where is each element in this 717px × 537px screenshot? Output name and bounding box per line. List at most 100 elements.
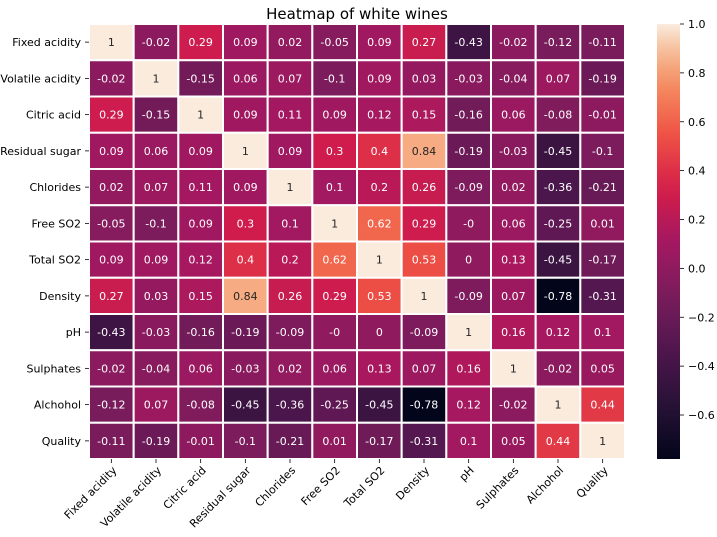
cell-value-label: 0.01	[322, 435, 347, 448]
colorbar-ticks: −0.6 −0.4 −0.2 0.0 0.2 0.4 0.6 0.8 1.0	[680, 18, 715, 422]
heatmap-cell	[88, 240, 135, 279]
cell-value-label: 0.02	[278, 362, 303, 375]
cell-value-label: -0.08	[186, 399, 214, 412]
row-label: Sulphates	[26, 362, 81, 375]
heatmap-cell	[222, 276, 269, 315]
heatmap-cell	[311, 385, 359, 424]
cell-value-label: -0.1	[235, 435, 256, 448]
heatmap-cell	[490, 131, 537, 170]
cell-value-label: 0.12	[188, 254, 213, 267]
row-label: Density	[39, 290, 81, 303]
colorbar	[657, 24, 680, 459]
cell-value-label: -0.02	[544, 362, 572, 375]
heatmap-cell	[266, 59, 314, 98]
cell-value-label: 1	[421, 290, 428, 303]
heatmap-cell	[579, 204, 626, 243]
cell-value-label: 0.3	[326, 145, 344, 158]
colorbar-tick-label: −0.2	[688, 311, 715, 324]
cell-value-label: 0.16	[501, 326, 526, 339]
cell-value-label: 0.07	[144, 399, 169, 412]
cell-value-label: 0.09	[278, 145, 303, 158]
column-label: Alchohol	[524, 464, 566, 506]
cell-value-label: -0.78	[544, 290, 572, 303]
cell-value-label: 1	[287, 181, 294, 194]
heatmap-cell	[132, 168, 180, 207]
cell-value-label: -0.45	[544, 145, 572, 158]
cell-value-label: -0.09	[410, 326, 438, 339]
heatmap-cell	[579, 240, 626, 279]
heatmap-cell	[400, 204, 448, 243]
row-label: Fixed acidity	[12, 36, 81, 49]
column-label: Total SO2	[341, 464, 388, 511]
heatmap-cell	[400, 59, 448, 98]
cell-value-label: 0.27	[99, 290, 124, 303]
heatmap-cell	[579, 95, 626, 134]
cell-value-label: 0.06	[144, 145, 169, 158]
colorbar-tick-label: 1.0	[688, 18, 706, 31]
cell-value-label: 0.09	[322, 109, 347, 122]
heatmap-cell	[266, 276, 314, 315]
cell-value-label: 0.4	[371, 145, 389, 158]
cell-value-label: 0.62	[367, 217, 392, 230]
heatmap-cell	[490, 240, 537, 279]
row-label: pH	[66, 326, 81, 339]
cell-value-label: -0.03	[499, 145, 527, 158]
heatmap-cell	[400, 349, 448, 388]
cell-value-label: -0.21	[276, 435, 304, 448]
cell-value-label: -0.17	[365, 435, 393, 448]
cell-value-label: 1	[465, 326, 472, 339]
cell-value-label: -0.21	[588, 181, 616, 194]
cell-value-label: 0.1	[460, 435, 478, 448]
cell-value-label: 0.07	[144, 181, 169, 194]
heatmap-cell	[356, 204, 403, 243]
cell-value-label: 0.13	[367, 362, 392, 375]
heatmap-cell	[579, 313, 626, 352]
cell-value-label: -0.09	[276, 326, 304, 339]
cell-value-label: 0.06	[501, 217, 526, 230]
cell-value-label: -0.45	[544, 254, 572, 267]
heatmap-cell	[445, 240, 493, 279]
cell-value-label: -0.03	[142, 326, 170, 339]
cell-value-label: 1	[510, 362, 517, 375]
heatmap-cell	[177, 95, 224, 134]
cell-value-label: -0.31	[410, 435, 438, 448]
heatmap-cell	[445, 385, 493, 424]
heatmap-cell	[311, 204, 359, 243]
cell-value-label: -0.15	[186, 72, 214, 85]
heatmap-cell	[579, 276, 626, 315]
cell-value-label: -0.43	[454, 36, 482, 49]
row-labels: Fixed acidity Volatile acidity Citric acid…	[0, 36, 89, 448]
cell-value-label: 0.27	[412, 36, 437, 49]
cell-value-label: 0.09	[188, 217, 213, 230]
column-label: Chlorides	[253, 464, 299, 510]
heatmap-cell	[222, 204, 269, 243]
cell-value-label: -0.05	[97, 217, 125, 230]
cell-value-label: -0	[463, 217, 474, 230]
column-label: Quality	[574, 464, 611, 501]
row-label: Alchohol	[34, 399, 81, 412]
cell-value-label: 0.84	[412, 145, 437, 158]
heatmap-cell	[132, 313, 180, 352]
cell-value-label: 0.2	[281, 254, 299, 267]
cell-value-label: 0.44	[546, 435, 571, 448]
cell-value-label: 1	[197, 109, 204, 122]
heatmap-cell	[266, 95, 314, 134]
row-label: Free SO2	[32, 217, 81, 230]
heatmap-cell	[132, 240, 180, 279]
heatmap-cell	[88, 385, 135, 424]
cell-value-label: -0.08	[544, 109, 572, 122]
colorbar-tick-label: −0.4	[688, 360, 715, 373]
cell-value-label: 0.03	[144, 290, 169, 303]
cell-value-label: -0.19	[454, 145, 482, 158]
cell-value-label: 0.12	[367, 109, 392, 122]
cell-value-label: 0.09	[233, 181, 258, 194]
cell-value-label: -0.25	[320, 399, 348, 412]
cell-value-label: 0.06	[322, 362, 347, 375]
cell-value-label: 0.15	[188, 290, 213, 303]
cell-value-label: -0.12	[97, 399, 125, 412]
cell-value-label: 0	[465, 254, 472, 267]
cell-value-label: -0.11	[97, 435, 125, 448]
cell-value-label: 0.02	[278, 36, 303, 49]
heatmap-cell	[579, 349, 626, 388]
